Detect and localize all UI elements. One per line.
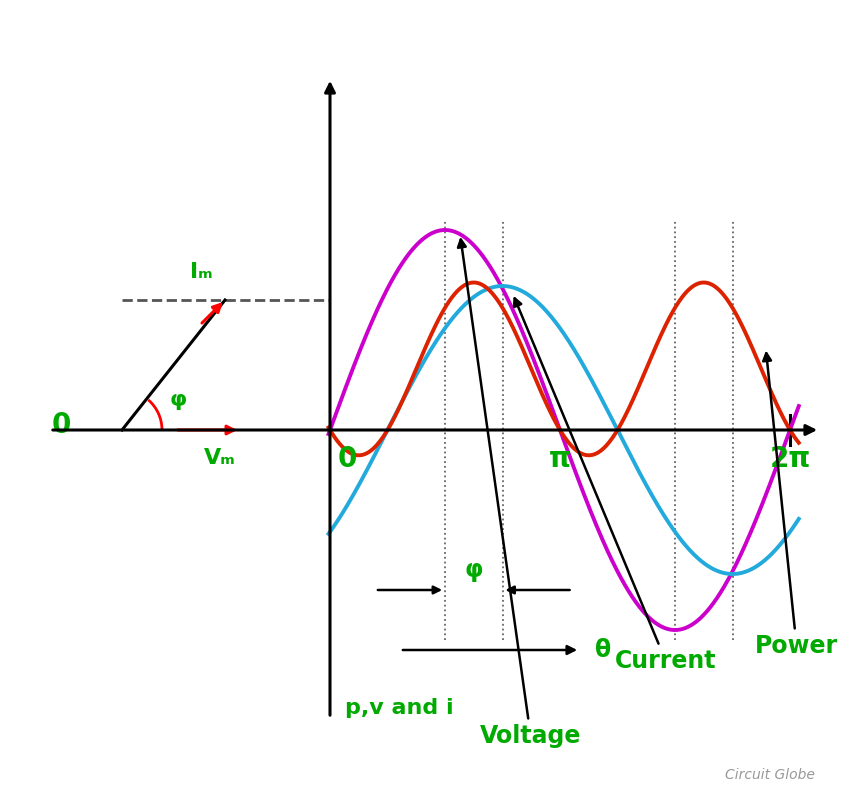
Text: φ: φ: [465, 558, 483, 582]
Text: 2π: 2π: [769, 445, 810, 473]
Text: Iₘ: Iₘ: [190, 262, 213, 282]
Text: Voltage: Voltage: [458, 239, 581, 748]
Text: Vₘ: Vₘ: [204, 448, 236, 468]
Text: 0: 0: [338, 445, 358, 473]
Text: φ: φ: [170, 390, 187, 410]
Text: Power: Power: [755, 354, 838, 658]
Text: p,v and i: p,v and i: [345, 698, 454, 718]
Text: Circuit Globe: Circuit Globe: [725, 768, 815, 782]
Text: θ: θ: [595, 638, 611, 662]
Text: Current: Current: [514, 298, 716, 673]
Text: 0: 0: [52, 411, 72, 439]
Text: π: π: [549, 445, 571, 473]
